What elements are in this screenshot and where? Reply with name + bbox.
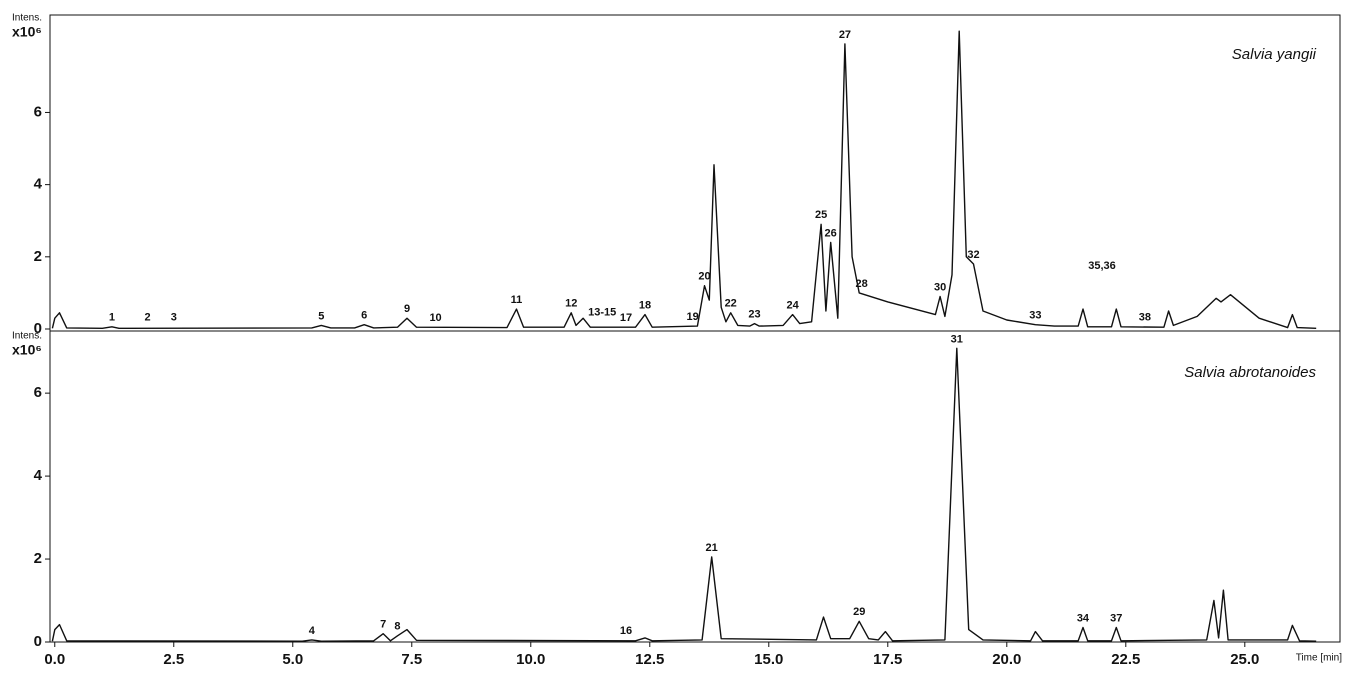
- peak-label: 4: [309, 625, 316, 637]
- x-axis-label: Time [min]: [1296, 653, 1343, 664]
- peak-label: 21: [706, 542, 718, 554]
- peak-label: 16: [620, 625, 632, 637]
- peak-label: 10: [429, 312, 441, 324]
- trace: [51, 30, 1317, 329]
- y-tick-label: 6: [34, 384, 42, 401]
- peak-label: 7: [380, 619, 386, 631]
- x-tick-label: 22.5: [1111, 651, 1140, 668]
- y-scale: x10⁶: [12, 24, 42, 40]
- x-tick-label: 0.0: [44, 651, 65, 668]
- peak-label: 27: [839, 29, 851, 41]
- peak-label: 31: [951, 333, 963, 345]
- x-tick-label: 17.5: [873, 651, 902, 668]
- peak-label: 3: [171, 312, 177, 324]
- y-tick-label: 4: [34, 467, 43, 484]
- x-tick-label: 5.0: [282, 651, 303, 668]
- peak-label: 29: [853, 606, 865, 618]
- peak-label: 11: [511, 294, 523, 306]
- peak-label: 33: [1029, 310, 1041, 322]
- peak-label: 37: [1110, 612, 1122, 624]
- peak-label: 17: [620, 312, 632, 324]
- x-tick-label: 7.5: [401, 651, 422, 668]
- panel-title: Salvia yangii: [1232, 46, 1317, 63]
- trace: [51, 347, 1317, 642]
- peak-label: 8: [394, 621, 400, 633]
- x-tick-label: 15.0: [754, 651, 783, 668]
- peak-label: 23: [748, 308, 760, 320]
- peak-label: 13-15: [588, 307, 616, 319]
- peak-label: 35,36: [1088, 260, 1116, 272]
- peak-label: 22: [725, 298, 737, 310]
- y-tick-label: 0: [34, 633, 42, 650]
- peak-label: 26: [825, 227, 837, 239]
- y-scale: x10⁶: [12, 342, 42, 358]
- peak-label: 18: [639, 299, 651, 311]
- x-tick-label: 20.0: [992, 651, 1021, 668]
- y-tick-label: 2: [34, 550, 42, 567]
- peak-label: 1: [109, 312, 115, 324]
- y-label: Intens.: [12, 13, 42, 24]
- peak-label: 38: [1139, 312, 1151, 324]
- peak-label: 30: [934, 281, 946, 293]
- peak-label: 12: [565, 298, 577, 310]
- peak-label: 9: [404, 303, 410, 315]
- peak-label: 28: [855, 278, 867, 290]
- peak-label: 32: [967, 249, 979, 261]
- x-tick-label: 2.5: [163, 651, 184, 668]
- y-label: Intens.: [12, 331, 42, 342]
- peak-label: 5: [318, 310, 324, 322]
- panel-title: Salvia abrotanoides: [1184, 364, 1316, 381]
- y-tick-label: 0: [34, 320, 42, 337]
- peak-label: 25: [815, 209, 827, 221]
- y-tick-label: 6: [34, 103, 42, 120]
- x-tick-label: 25.0: [1230, 651, 1259, 668]
- y-tick-label: 2: [34, 248, 42, 265]
- peak-label: 20: [698, 271, 710, 283]
- y-tick-label: 4: [34, 176, 43, 193]
- peak-label: 34: [1077, 612, 1090, 624]
- x-tick-label: 12.5: [635, 651, 664, 668]
- peak-label: 24: [786, 299, 799, 311]
- x-tick-label: 10.0: [516, 651, 545, 668]
- peak-label: 6: [361, 310, 367, 322]
- peak-label: 19: [686, 311, 698, 323]
- peak-label: 2: [145, 312, 151, 324]
